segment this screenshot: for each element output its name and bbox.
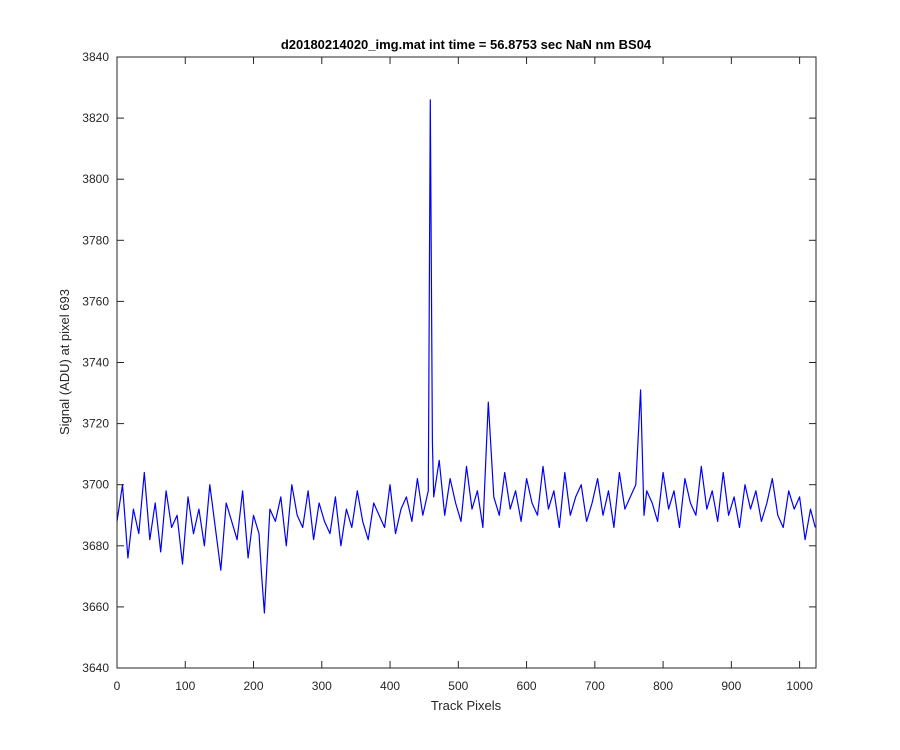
x-tick-label: 400 <box>380 679 400 693</box>
y-tick-label: 3760 <box>82 294 109 308</box>
x-tick-label: 600 <box>517 679 537 693</box>
chart-title: d20180214020_img.mat int time = 56.8753 … <box>281 37 652 52</box>
y-axis-label: Signal (ADU) at pixel 693 <box>57 289 72 435</box>
y-tick-label: 3640 <box>82 661 109 675</box>
y-tick-label: 3740 <box>82 356 109 370</box>
y-tick-label: 3720 <box>82 417 109 431</box>
x-tick-label: 100 <box>175 679 195 693</box>
y-tick-label: 3800 <box>82 172 109 186</box>
y-tick-label: 3700 <box>82 478 109 492</box>
plot-background <box>117 57 816 668</box>
x-tick-label: 0 <box>114 679 121 693</box>
x-tick-label: 300 <box>312 679 332 693</box>
y-tick-label: 3840 <box>82 50 109 64</box>
x-tick-label: 700 <box>585 679 605 693</box>
x-tick-label: 1000 <box>786 679 813 693</box>
series-line <box>116 99 816 614</box>
y-tick-label: 3680 <box>82 539 109 553</box>
x-axis-label: Track Pixels <box>431 698 502 713</box>
data-layer <box>116 99 816 614</box>
y-tick-label: 3660 <box>82 600 109 614</box>
x-tick-label: 900 <box>721 679 741 693</box>
x-axis: 0 100 200 300 400 500 600 700 800 900 1000 <box>114 57 813 693</box>
y-tick-label: 3820 <box>82 111 109 125</box>
x-tick-label: 500 <box>448 679 468 693</box>
y-tick-label: 3780 <box>82 233 109 247</box>
y-axis: 3640 3660 3680 3700 3720 3740 3760 3780 3800 3820… <box>82 50 816 675</box>
x-tick-label: 200 <box>244 679 264 693</box>
x-tick-label: 800 <box>653 679 673 693</box>
